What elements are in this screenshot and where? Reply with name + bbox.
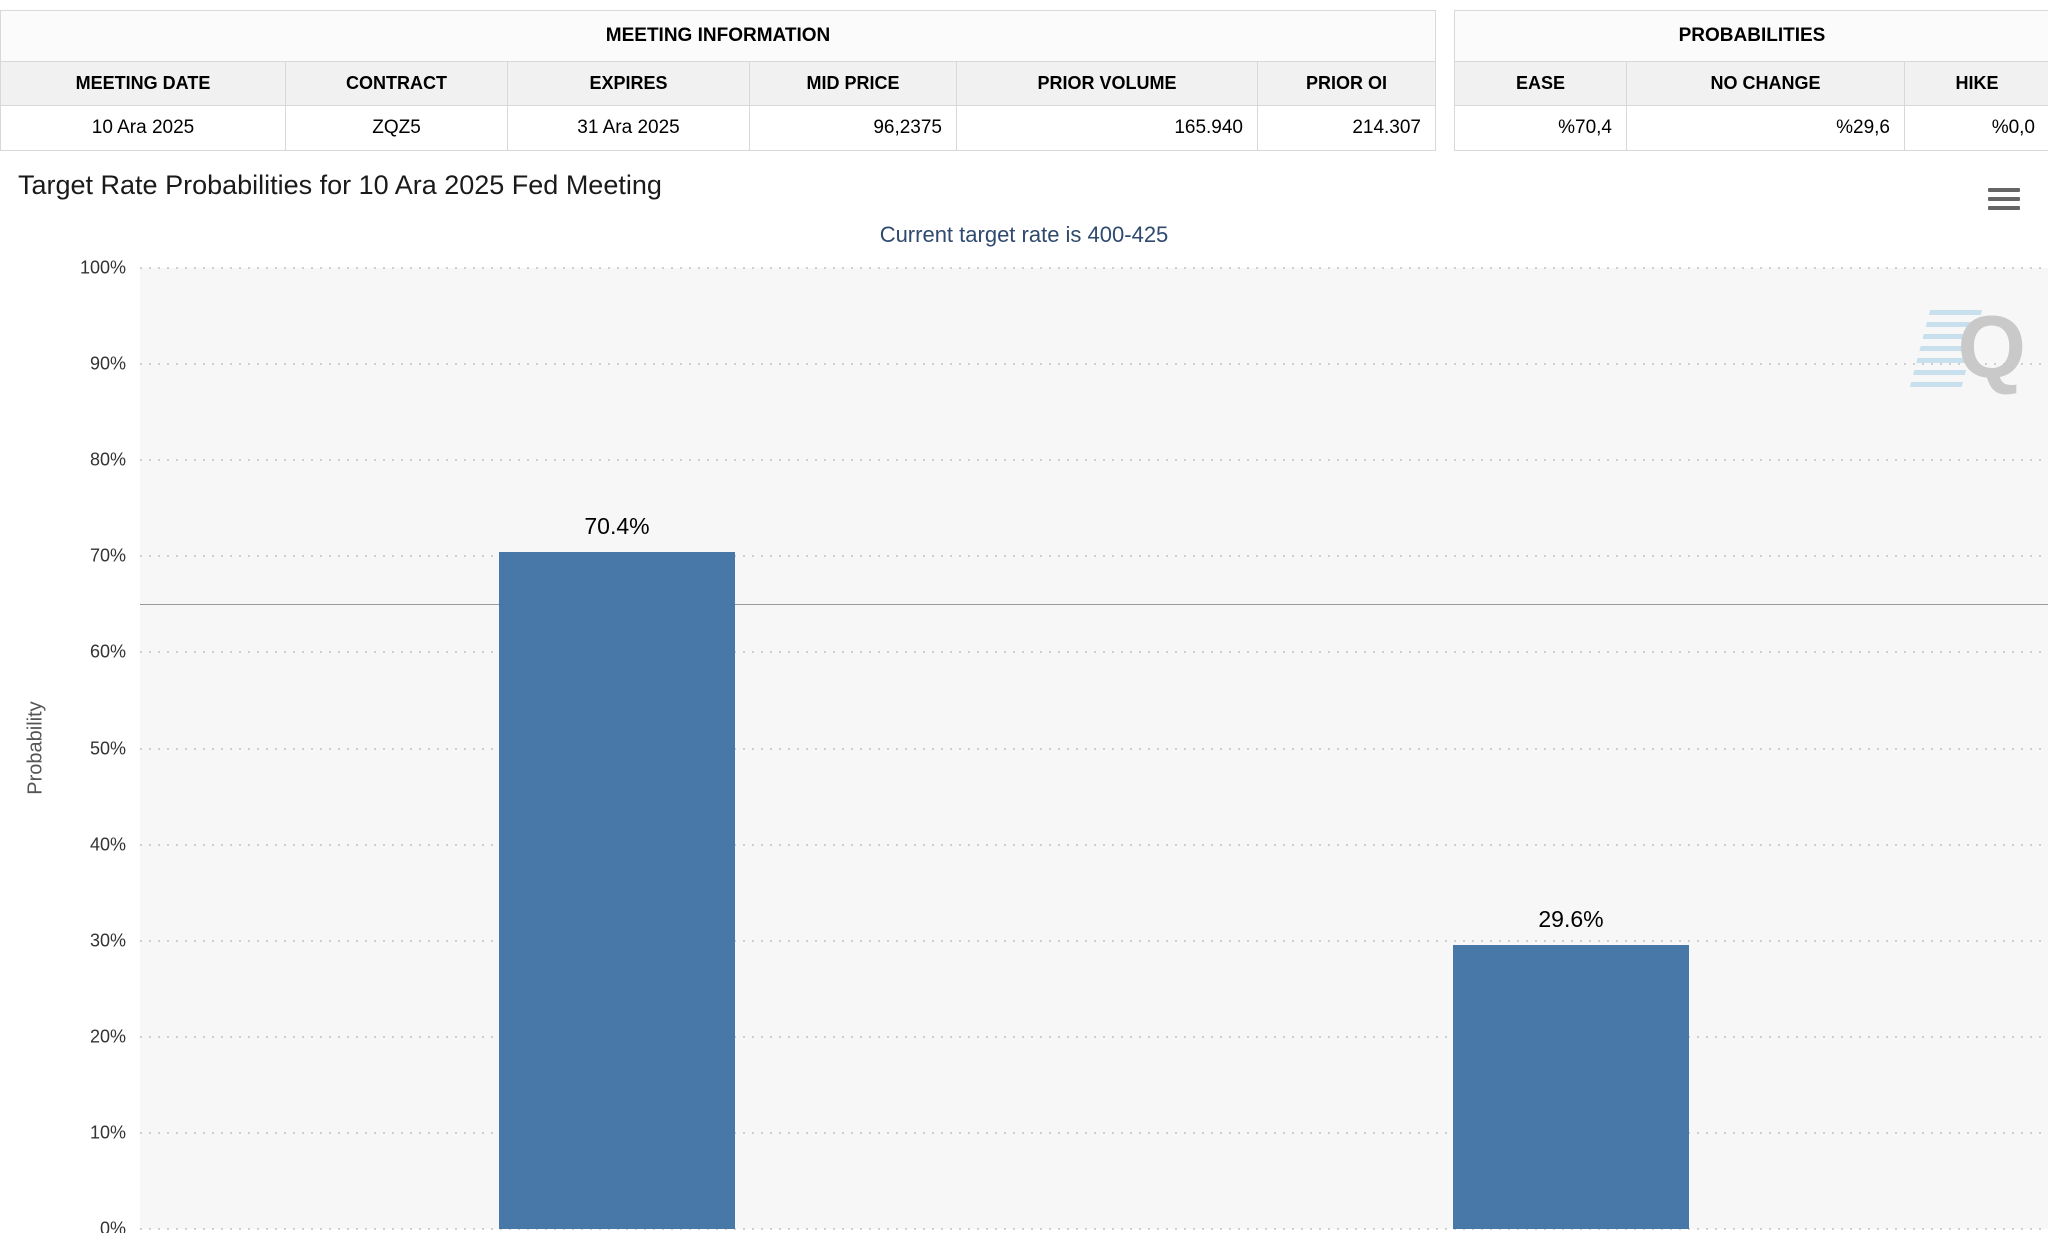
reference-line [140,604,2048,606]
y-tick-label: 60% [89,641,126,662]
bar-value-label: 29.6% [1538,905,1604,932]
hamburger-menu-icon[interactable] [1988,188,2020,214]
gridline [140,939,2048,942]
gridline [140,843,2048,846]
probability-bar-2[interactable] [1452,944,1690,1229]
probabilities-header-row: EASE NO CHANGE HIKE [1455,62,2048,106]
y-tick-label: 20% [89,1026,126,1047]
meeting-info-data-row: 10 Ara 2025 ZQZ5 31 Ara 2025 96,2375 165… [1,106,1435,150]
cell-no-change: %29,6 [1627,106,1905,150]
col-header-meeting-date: MEETING DATE [1,62,286,105]
probabilities-title: PROBABILITIES [1455,11,2048,62]
plot-area: 70.4% 29.6% [140,267,2048,1230]
chart-subtitle: Current target rate is 400-425 [879,222,1169,247]
cell-prior-volume: 165.940 [957,106,1258,150]
gridline [140,1131,2048,1134]
y-tick-label: 90% [89,353,126,374]
gridline [140,363,2048,366]
hamburger-bar [1988,188,2020,192]
probabilities-data-row: %70,4 %29,6 %0,0 [1455,106,2048,150]
y-axis: 0% 10% 20% 30% 40% 50% 60% 70% 80% 90% 100% [0,258,126,1233]
probability-bar-1[interactable] [498,552,736,1229]
col-header-ease: EASE [1455,62,1627,105]
cell-mid-price: 96,2375 [750,106,957,150]
y-tick-label: 10% [89,1122,126,1143]
cell-ease: %70,4 [1455,106,1627,150]
cell-hike: %0,0 [1905,106,2048,150]
col-header-contract: CONTRACT [286,62,508,105]
bar-value-label: 70.4% [584,513,650,540]
meeting-info-table: MEETING INFORMATION MEETING DATE CONTRAC… [0,10,1436,151]
probabilities-table: PROBABILITIES EASE NO CHANGE HIKE %70,4 … [1454,10,2048,151]
col-header-mid-price: MID PRICE [750,62,957,105]
gridline [140,1228,2048,1230]
col-header-prior-volume: PRIOR VOLUME [957,62,1258,105]
gridline [140,267,2048,269]
y-tick-label: 40% [89,834,126,855]
gridline [140,459,2048,462]
y-tick-label: 80% [89,449,126,470]
y-axis-title: Probability [24,701,47,795]
col-header-prior-oi: PRIOR OI [1305,73,1387,93]
chart-title: Target Rate Probabilities for 10 Ara 202… [18,170,662,200]
col-header-no-change: NO CHANGE [1627,62,1905,105]
meeting-info-header-row: MEETING DATE CONTRACT EXPIRES MID PRICE … [1,62,1435,106]
cell-expires: 31 Ara 2025 [508,106,750,150]
y-tick-label: 0% [99,1218,126,1233]
gridline [140,747,2048,750]
gridline [140,1035,2048,1038]
hamburger-bar [1988,206,2020,210]
cell-meeting-date: 10 Ara 2025 [1,106,286,150]
col-header-hike: HIKE [1955,73,1999,93]
gridline [140,555,2048,558]
cell-contract: ZQZ5 [286,106,508,150]
y-tick-label: 70% [89,545,126,566]
y-tick-label: 30% [89,930,126,951]
meeting-info-title: MEETING INFORMATION [1,11,1435,62]
col-header-expires: EXPIRES [508,62,750,105]
gridline [140,651,2048,654]
y-tick-label: 50% [89,738,126,758]
y-tick-label: 100% [79,257,126,278]
cell-prior-oi: 214.307 [1258,106,1435,150]
hamburger-bar [1988,197,2020,201]
